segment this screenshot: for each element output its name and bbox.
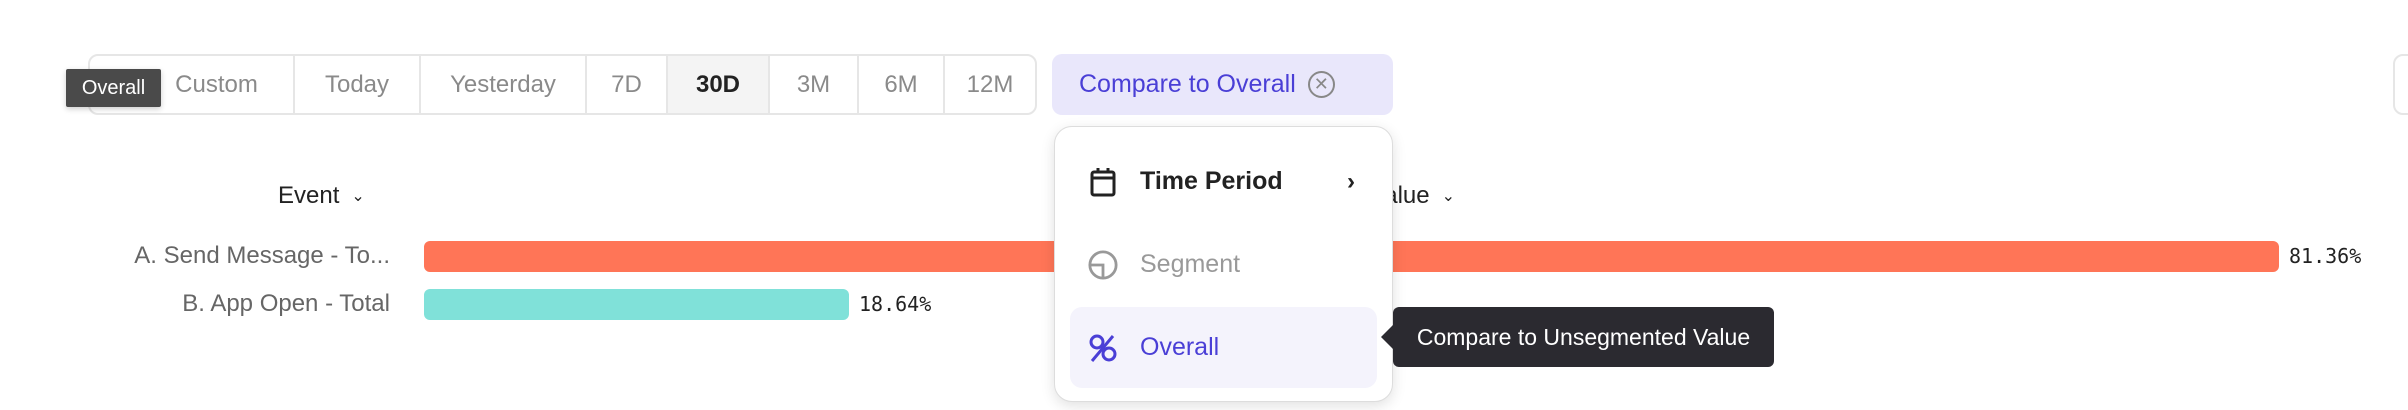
row-label-b: B. App Open - Total (182, 290, 390, 317)
date-option-7d[interactable]: 7D (587, 56, 668, 113)
menu-item-label: Overall (1140, 333, 1220, 361)
value-label-a: 81.36% (2289, 244, 2362, 268)
menu-item-segment[interactable]: Segment (1070, 224, 1377, 305)
menu-item-label: Time Period (1140, 167, 1283, 195)
compare-menu: Time Period › Segment Overall (1054, 126, 1393, 402)
right-control[interactable] (2393, 54, 2408, 115)
date-option-6m[interactable]: 6M (859, 56, 945, 113)
calendar-icon (1088, 165, 1118, 199)
date-option-30d[interactable]: 30D (668, 56, 770, 113)
chevron-right-icon: › (1347, 167, 1355, 195)
date-range-picker: Custom Today Yesterday 7D 30D 3M 6M 12M (88, 54, 1037, 115)
segment-icon (1088, 248, 1118, 282)
row-label-a: A. Send Message - To... (134, 242, 390, 269)
date-option-3m[interactable]: 3M (770, 56, 859, 113)
menu-item-overall[interactable]: Overall (1070, 307, 1377, 388)
event-header-label: Event (278, 182, 340, 209)
compare-to-overall-button[interactable]: Compare to Overall ✕ (1052, 54, 1393, 115)
clear-circle-icon[interactable]: ✕ (1307, 71, 1335, 98)
compare-unsegmented-tooltip: Compare to Unsegmented Value (1381, 307, 1774, 367)
date-option-12m[interactable]: 12M (966, 70, 1014, 98)
chevron-down-icon: ⌄ (1441, 188, 1456, 205)
percent-icon (1088, 331, 1118, 365)
bar-app-open[interactable] (424, 289, 849, 320)
menu-item-label: Segment (1140, 250, 1241, 278)
compare-label: Compare to Overall (1079, 70, 1296, 98)
chevron-down-icon: ⌄ (351, 188, 365, 205)
date-option-yesterday[interactable]: Yesterday (421, 56, 587, 113)
overall-tooltip: Overall (66, 69, 161, 107)
date-option-today[interactable]: Today (295, 56, 421, 113)
menu-item-time-period[interactable]: Time Period › (1070, 141, 1377, 222)
value-label-b: 18.64% (858, 292, 932, 316)
date-option-custom[interactable]: Custom (90, 56, 295, 113)
event-column-header[interactable]: Event ⌄ (278, 182, 365, 210)
